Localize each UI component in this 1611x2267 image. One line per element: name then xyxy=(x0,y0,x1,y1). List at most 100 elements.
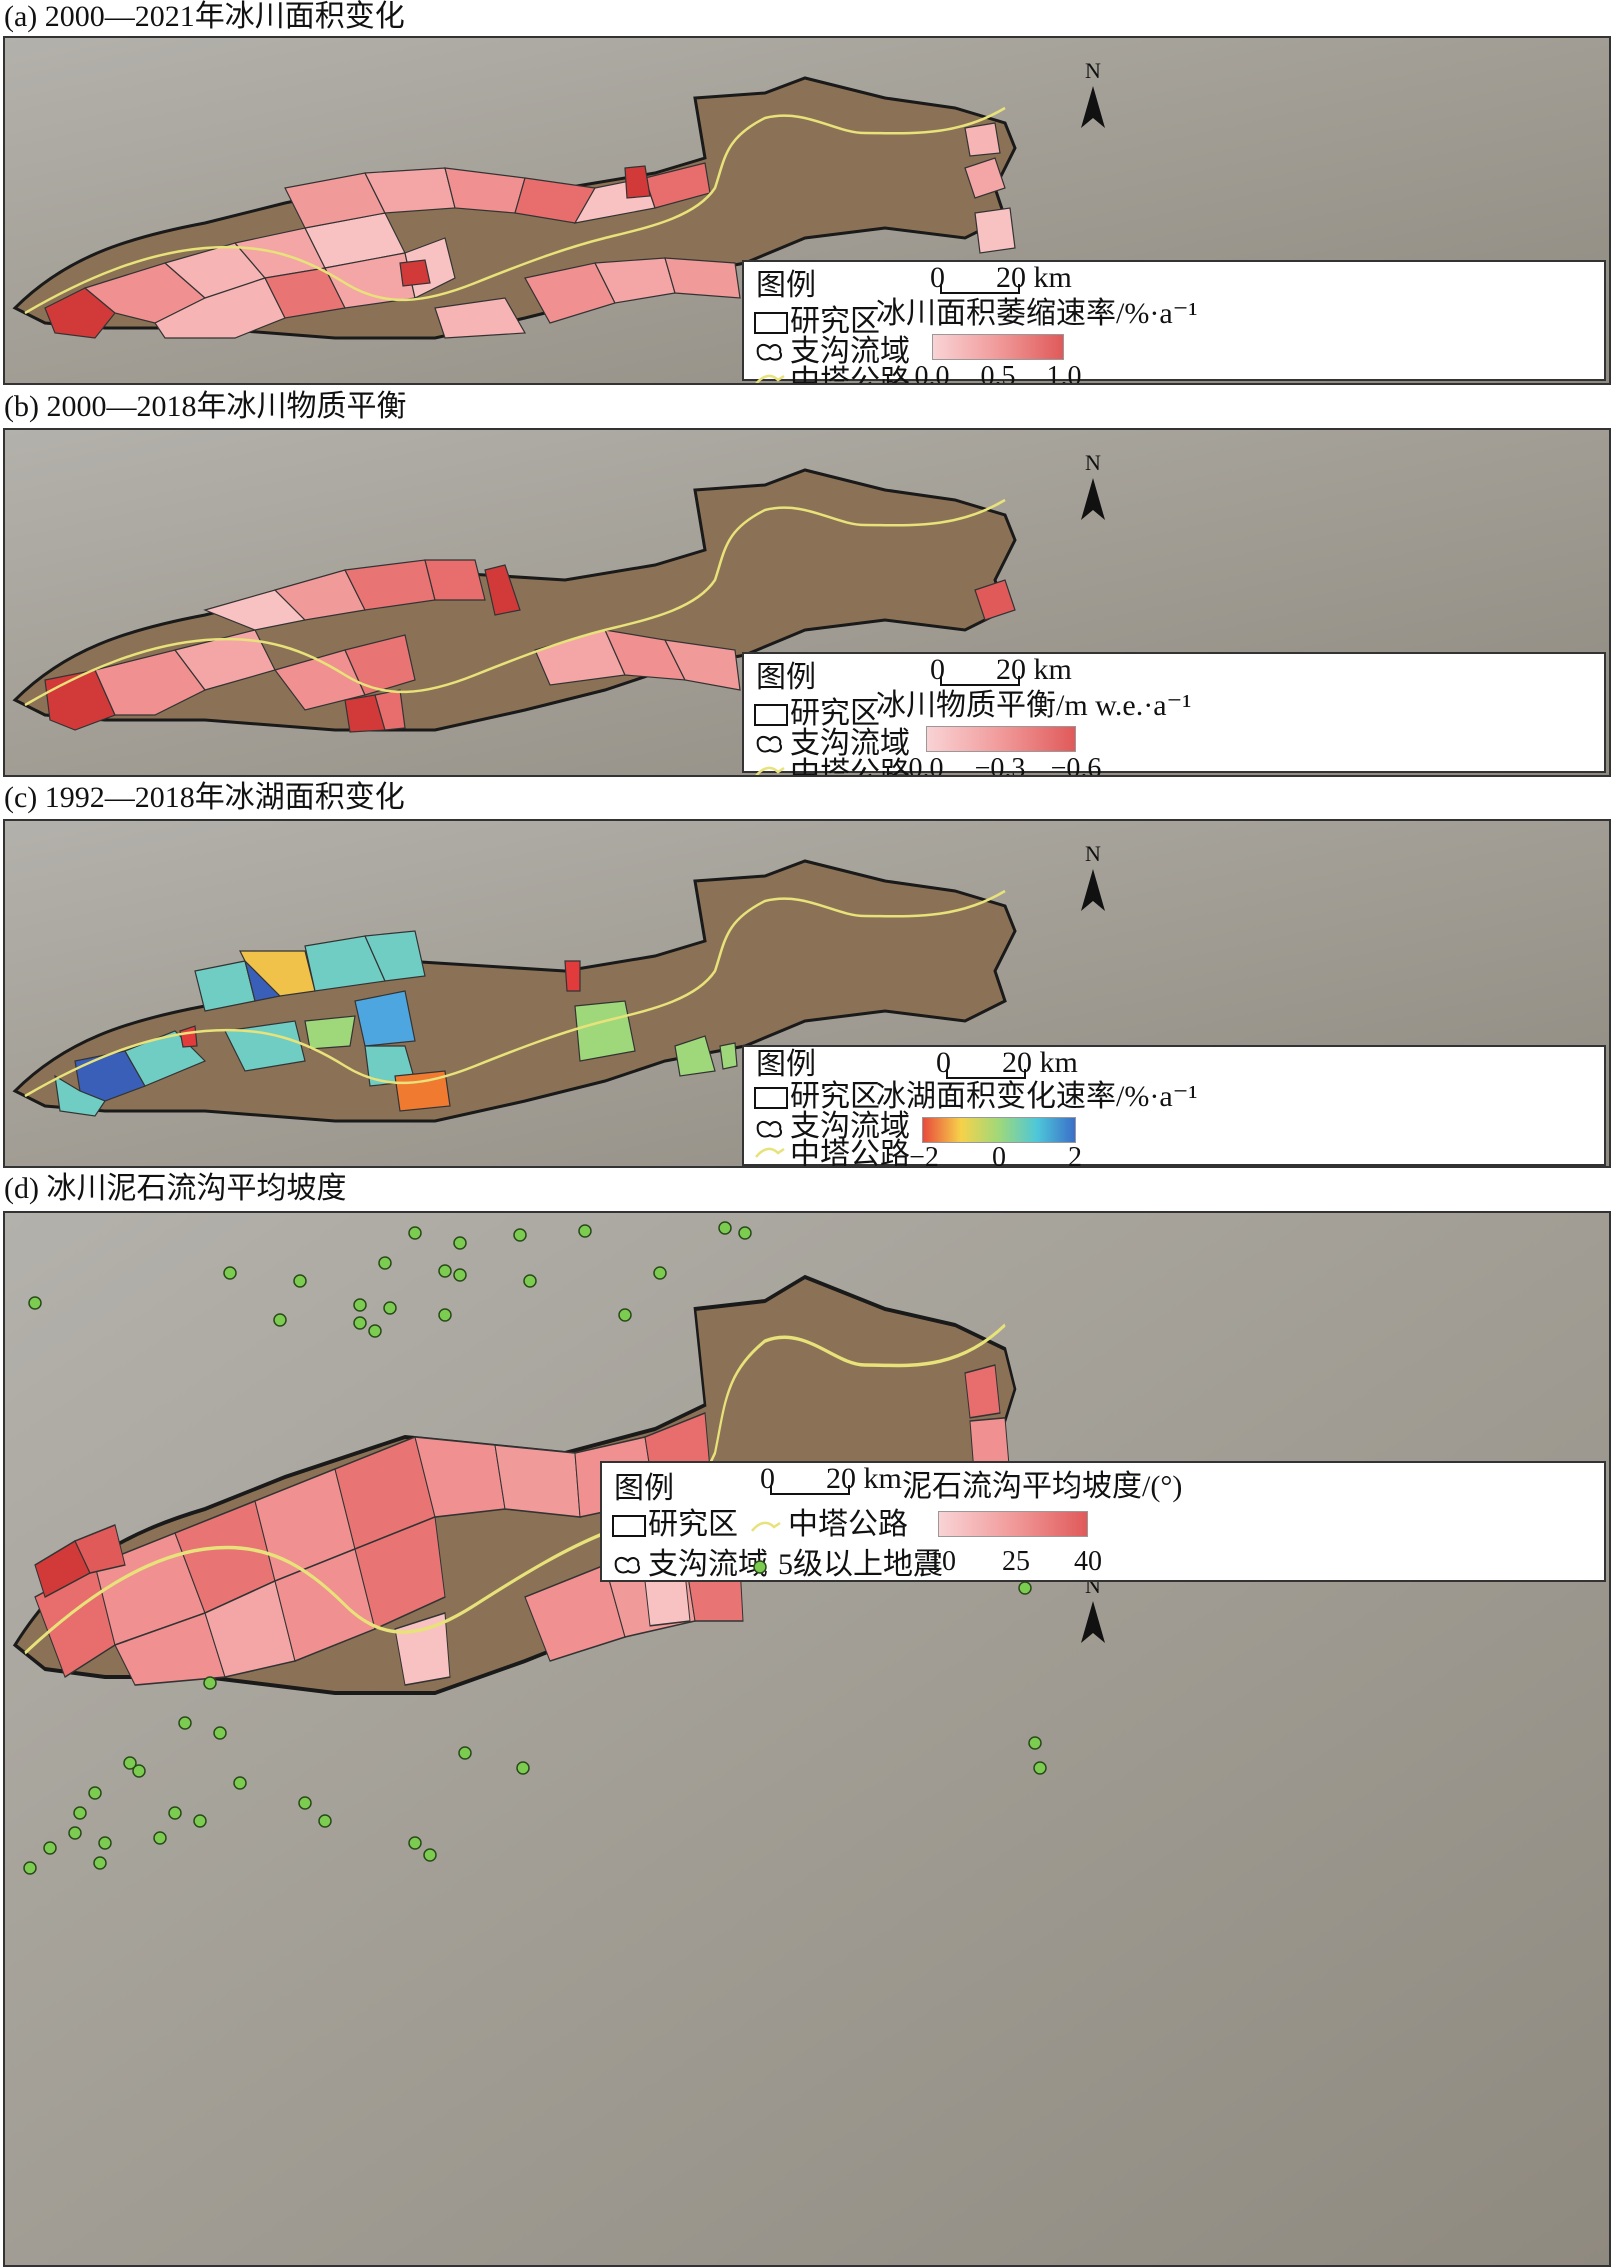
earthquake-point xyxy=(353,1316,367,1330)
earthquake-point xyxy=(178,1716,192,1730)
earthquake-point xyxy=(213,1726,227,1740)
scale-bar xyxy=(940,676,1020,686)
scale-distance: 20 km xyxy=(996,653,1072,686)
earthquake-point xyxy=(132,1764,146,1778)
legend-heading: 图例 xyxy=(756,1048,816,1081)
colorbar-tick: 0.5 xyxy=(980,361,1016,385)
scale-bar xyxy=(770,1485,850,1495)
panel-c-legend: 图例 研究区 支沟流域 中塔公路 0 20 km 冰湖面积变化速率/%·a⁻¹ … xyxy=(742,1045,1606,1166)
highway-line xyxy=(24,1323,1006,1655)
earthquake-point xyxy=(1033,1761,1047,1775)
panel-b-map: N 图例 研究区 支沟流域 中塔公路 0 20 km 冰川物质平衡/m w.e.… xyxy=(3,428,1611,777)
scale-bar xyxy=(940,284,1020,294)
highway-line xyxy=(24,498,1006,707)
earthquake-point xyxy=(368,1324,382,1338)
study-area-symbol xyxy=(612,1515,646,1537)
legend-item-highway: 中塔公路 xyxy=(790,365,910,385)
earthquake-point xyxy=(383,1301,397,1315)
earthquake-point xyxy=(68,1826,82,1840)
legend-heading: 图例 xyxy=(614,1472,674,1505)
panel-d-map: N 图例 研究区 中塔公路 支沟流域 5级以上地震 0 20 km 泥石流沟平均… xyxy=(3,1211,1611,2267)
legend-heading: 图例 xyxy=(756,661,816,694)
earthquake-point xyxy=(223,1266,237,1280)
panel-b-legend: 图例 研究区 支沟流域 中塔公路 0 20 km 冰川物质平衡/m w.e.·a… xyxy=(742,652,1606,775)
highway-icon xyxy=(755,374,785,383)
colorbar-tick: −0.3 xyxy=(974,753,1026,777)
colorbar-tick: 0 xyxy=(992,1142,1006,1168)
legend-item-study-area: 研究区 xyxy=(790,697,880,730)
earthquake-point xyxy=(523,1274,537,1288)
earthquake-icon xyxy=(753,1560,767,1574)
earthquake-point xyxy=(298,1796,312,1810)
earthquake-point xyxy=(73,1806,87,1820)
scale-distance: 20 km xyxy=(996,261,1072,294)
study-area-symbol xyxy=(754,704,788,726)
sub-basin-icon xyxy=(756,343,782,361)
highway-icon xyxy=(755,1147,785,1158)
earthquake-point xyxy=(43,1841,57,1855)
earthquake-point xyxy=(516,1761,530,1775)
legend-item-highway: 中塔公路 xyxy=(790,757,910,777)
colorbar-tick: 10 xyxy=(928,1546,956,1577)
earthquake-point xyxy=(153,1831,167,1845)
earthquake-point xyxy=(293,1274,307,1288)
sub-basin-icon xyxy=(614,1556,640,1574)
svg-text:N: N xyxy=(1085,58,1101,83)
earthquake-point xyxy=(618,1308,632,1322)
legend-item-study-area: 研究区 xyxy=(790,305,880,338)
study-area-symbol xyxy=(754,312,788,334)
earthquake-point xyxy=(653,1266,667,1280)
colorbar xyxy=(932,334,1064,360)
earthquake-point xyxy=(273,1313,287,1327)
scale-distance: 20 km xyxy=(826,1462,902,1495)
panel-a-legend: 图例 研究区 支沟流域 中塔公路 0 20 km 冰川面积萎缩速率/%·a⁻¹ … xyxy=(742,260,1606,383)
svg-text:N: N xyxy=(1085,450,1101,475)
north-arrow: N xyxy=(1081,841,1105,911)
earthquake-point xyxy=(738,1226,752,1240)
earthquake-point xyxy=(93,1856,107,1870)
earthquake-point xyxy=(438,1308,452,1322)
svg-text:N: N xyxy=(1085,841,1101,866)
colorbar-tick: 2 xyxy=(1068,1142,1082,1168)
legend-item-sub-basin: 支沟流域 xyxy=(790,727,910,760)
colorbar-tick: 0.0 xyxy=(914,361,950,385)
legend-item-highway: 中塔公路 xyxy=(790,1138,910,1168)
legend-item-study-area: 研究区 xyxy=(790,1080,880,1113)
colorbar-title: 泥石流沟平均坡度/(°) xyxy=(902,1470,1183,1503)
colorbar-tick: 0.0 xyxy=(908,753,944,777)
earthquake-point xyxy=(378,1256,392,1270)
earthquake-point xyxy=(353,1298,367,1312)
panel-b-title: (b) 2000—2018年冰川物质平衡 xyxy=(4,390,407,423)
earthquake-point xyxy=(1018,1581,1032,1595)
panel-c-map: N 图例 研究区 支沟流域 中塔公路 0 20 km 冰湖面积变化速率/%·a⁻… xyxy=(3,819,1611,1168)
sub-basin-icon xyxy=(756,1120,782,1138)
north-arrow: N xyxy=(1081,58,1105,128)
earthquake-point xyxy=(203,1676,217,1690)
earthquake-point xyxy=(718,1221,732,1235)
panel-d-title: (d) 冰川泥石流沟平均坡度 xyxy=(4,1172,347,1205)
scale-bar xyxy=(946,1069,1026,1079)
colorbar xyxy=(926,726,1076,752)
colorbar xyxy=(938,1511,1088,1537)
earthquake-point xyxy=(1028,1736,1042,1750)
colorbar-title: 冰湖面积变化速率/%·a⁻¹ xyxy=(876,1080,1198,1113)
colorbar xyxy=(922,1117,1076,1143)
sub-basin-icon xyxy=(756,735,782,753)
legend-item-sub-basin: 支沟流域 xyxy=(790,335,910,368)
sub-basins xyxy=(44,559,1016,733)
earthquake-point xyxy=(318,1814,332,1828)
highway-line xyxy=(24,106,1006,315)
legend-item-study-area: 研究区 xyxy=(648,1508,738,1541)
colorbar-tick: −0.6 xyxy=(1050,753,1102,777)
panel-d-map-svg: N xyxy=(5,1213,1609,2265)
scale-distance: 20 km xyxy=(1002,1046,1078,1079)
colorbar-title: 冰川面积萎缩速率/%·a⁻¹ xyxy=(876,297,1198,330)
colorbar-tick: 25 xyxy=(1002,1546,1030,1577)
earthquake-point xyxy=(168,1806,182,1820)
panel-c-title: (c) 1992—2018年冰湖面积变化 xyxy=(4,781,405,814)
highway-icon xyxy=(751,1521,781,1532)
highway-icon xyxy=(755,766,785,775)
earthquake-point xyxy=(233,1776,247,1790)
earthquake-point xyxy=(88,1786,102,1800)
earthquake-point xyxy=(408,1226,422,1240)
